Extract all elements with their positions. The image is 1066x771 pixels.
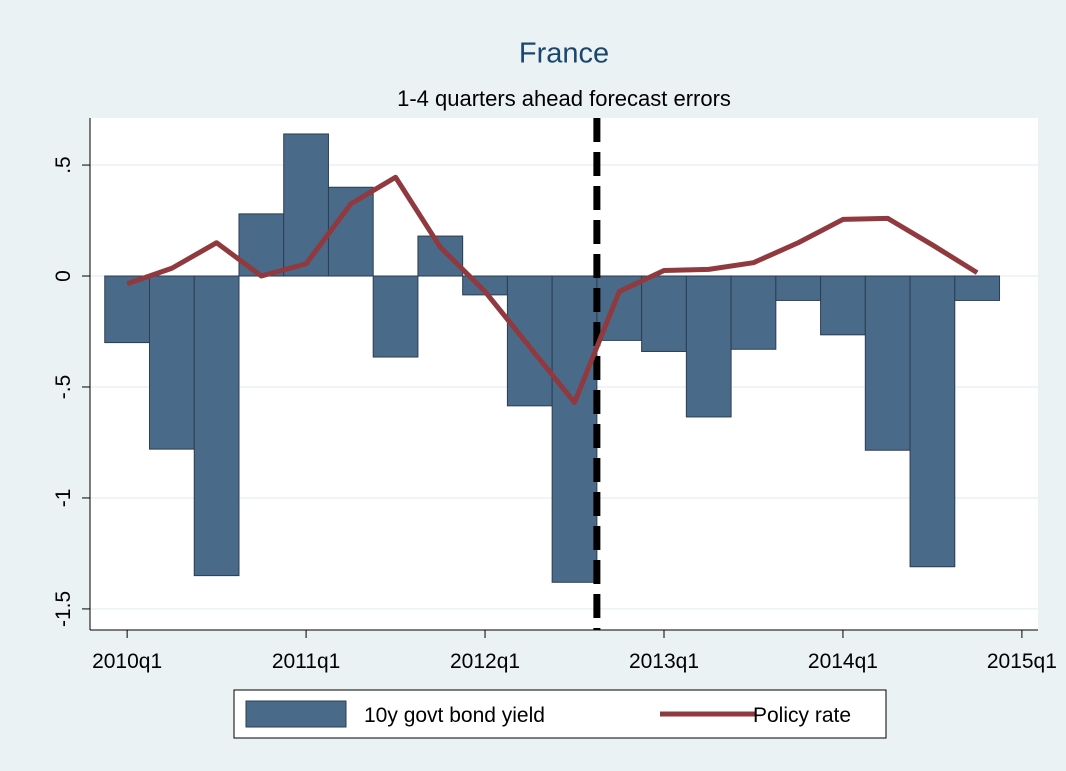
bar xyxy=(193,275,240,577)
chart-subtitle: 1-4 quarters ahead forecast errors xyxy=(397,86,731,111)
x-tick-label: 2014q1 xyxy=(808,650,878,673)
y-tick-label: 0 xyxy=(52,270,75,282)
legend-swatch xyxy=(245,700,347,728)
bar xyxy=(775,275,822,301)
chart-title: France xyxy=(519,38,609,70)
bar xyxy=(372,275,419,358)
bar xyxy=(909,275,956,568)
x-tick-label: 2013q1 xyxy=(629,650,699,673)
y-tick-label: -1.5 xyxy=(52,591,75,627)
bar xyxy=(641,275,687,352)
bar xyxy=(685,275,732,418)
bar xyxy=(283,133,329,277)
legend-label: 10y govt bond yield xyxy=(364,704,545,727)
bar xyxy=(506,275,553,407)
bar xyxy=(104,275,151,344)
x-tick-label: 2011q1 xyxy=(272,650,341,673)
x-tick-label: 2015q1 xyxy=(987,650,1057,673)
bar xyxy=(327,186,374,277)
legend-label: Policy rate xyxy=(753,704,851,727)
y-tick-label: .5 xyxy=(52,156,75,174)
line xyxy=(126,174,979,406)
bar xyxy=(551,275,598,583)
bar xyxy=(820,275,866,336)
x-tick-label: 2012q1 xyxy=(450,650,520,673)
x-tick-label: 2010q1 xyxy=(92,650,162,673)
bar xyxy=(864,275,911,451)
y-tick-label: -.5 xyxy=(52,375,75,400)
bar xyxy=(730,275,777,350)
bar xyxy=(149,275,195,450)
y-tick-label: -1 xyxy=(52,489,75,508)
bar xyxy=(417,235,464,277)
bar xyxy=(954,275,1001,301)
